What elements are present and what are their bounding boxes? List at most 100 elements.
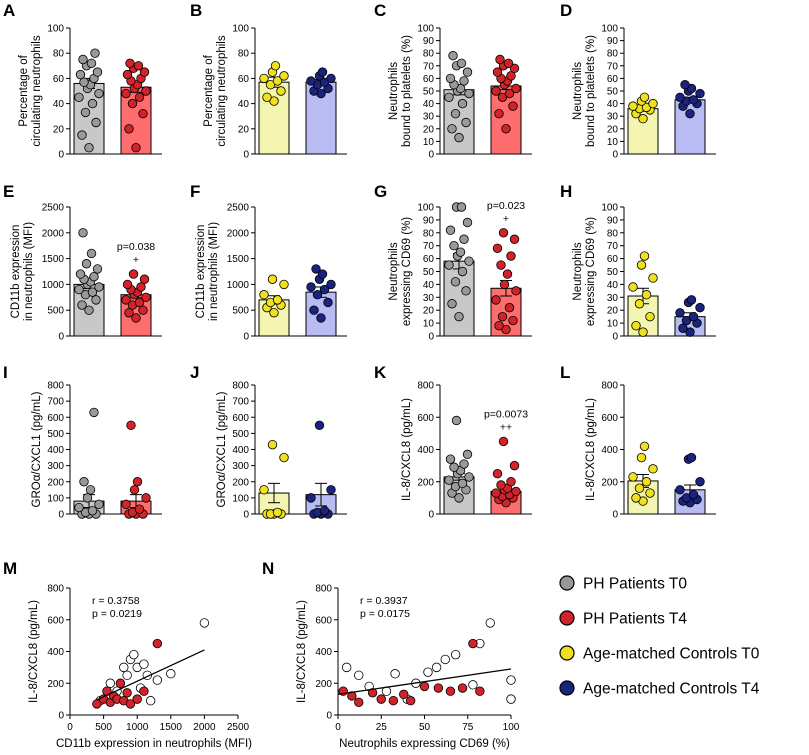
data-point — [79, 477, 89, 487]
y-axis-label: Neutrophils — [388, 62, 400, 120]
data-point — [138, 305, 148, 315]
data-point — [449, 462, 459, 472]
y-tick-label: 600 — [47, 413, 64, 424]
legend-marker — [559, 575, 575, 591]
data-point — [464, 472, 474, 482]
data-point — [405, 696, 416, 706]
legend-marker — [559, 610, 575, 626]
y-tick-label: 30 — [607, 112, 619, 123]
data-point — [319, 506, 330, 516]
y-tick-label: 50 — [607, 87, 619, 98]
data-point — [638, 114, 648, 124]
panel-letter: B — [190, 1, 202, 20]
data-point — [306, 493, 316, 503]
y-tick-label: 1000 — [42, 280, 65, 291]
panel-B: B 0 20 40 60 80 100 Percentage of circulating ne… — [190, 1, 347, 161]
data-point — [449, 240, 459, 251]
data-point — [448, 51, 458, 61]
y-axis-label: IL-8/CXCL8 (pg/mL) — [28, 600, 40, 703]
y-tick-label: 400 — [601, 445, 618, 456]
data-point — [459, 76, 469, 86]
y-tick-label: 300 — [47, 461, 64, 472]
y-tick-label: 100 — [232, 24, 249, 35]
data-point — [314, 420, 325, 431]
y-tick-label: 60 — [238, 74, 250, 85]
data-point — [131, 313, 141, 323]
y-tick-label: 2000 — [227, 228, 250, 239]
data-point — [485, 618, 495, 628]
data-point — [628, 101, 638, 111]
data-point — [145, 696, 156, 706]
y-tick-label: 1500 — [227, 254, 250, 265]
data-point — [128, 269, 139, 279]
data-point — [499, 279, 510, 290]
correlation-stat: p = 0.0175 — [360, 608, 410, 620]
y-tick-label: 600 — [47, 615, 64, 626]
y-tick-label: 2500 — [227, 203, 250, 214]
y-tick-label: 0 — [428, 510, 434, 521]
data-point — [126, 420, 136, 431]
data-point — [445, 225, 456, 235]
y-axis-label: Percentage of — [203, 54, 215, 126]
data-point — [464, 88, 474, 99]
data-point — [498, 436, 509, 447]
y-tick-label: 600 — [232, 413, 249, 424]
data-point — [454, 493, 464, 503]
significance-annotation: ++ — [500, 421, 512, 433]
y-tick-label: 10 — [607, 137, 619, 148]
panel-K: K 0 200 400 600 800 IL-8/CXCL8 (pg/mL) p=0.0073… — [374, 363, 532, 521]
data-point — [90, 48, 100, 58]
y-axis-label: in neutrophils (MFI) — [208, 222, 220, 321]
panel-F: F 0 500 1000 1500 2000 2500 CD11b expression in … — [190, 182, 347, 343]
data-point — [79, 77, 89, 87]
data-point — [445, 73, 456, 84]
data-point — [628, 282, 638, 292]
data-point — [87, 98, 98, 109]
panel-letter: D — [560, 1, 572, 20]
y-axis-label: CD11b expression — [195, 225, 207, 319]
data-point — [279, 279, 289, 290]
panel-letter: E — [3, 182, 14, 201]
y-tick-label: 700 — [47, 397, 64, 408]
data-point — [455, 247, 466, 257]
y-tick-label: 2000 — [42, 228, 65, 239]
y-tick-label: 400 — [47, 647, 64, 658]
data-point — [124, 308, 134, 318]
data-point — [457, 478, 468, 489]
data-point — [454, 132, 464, 143]
data-point — [462, 217, 473, 228]
y-tick-label: 400 — [232, 445, 249, 456]
panel-N: N 0 200 400 600 800 0 25 50 75 100 IL-8/CXCL8 (pg/m… — [262, 559, 520, 750]
data-point — [139, 659, 149, 669]
data-point — [678, 323, 688, 333]
significance-annotation: p=0.023 — [487, 200, 525, 212]
data-point — [492, 67, 503, 77]
data-point — [326, 73, 336, 84]
data-point — [124, 124, 134, 134]
data-point — [688, 311, 699, 322]
data-point — [125, 58, 135, 68]
data-point — [75, 69, 86, 80]
y-tick-label: 1000 — [227, 280, 250, 291]
data-point — [272, 295, 283, 305]
x-tick-label: 50 — [419, 722, 431, 733]
data-point — [645, 311, 655, 322]
x-tick-label: 500 — [95, 722, 112, 733]
y-tick-label: 100 — [417, 24, 434, 35]
y-tick-label: 800 — [47, 381, 64, 392]
x-tick-label: 75 — [462, 722, 474, 733]
data-point — [152, 675, 163, 685]
data-point — [459, 459, 469, 469]
data-point — [450, 649, 461, 660]
data-point — [92, 67, 103, 77]
regression-line — [96, 649, 205, 701]
data-point — [312, 290, 323, 300]
data-point — [685, 327, 695, 337]
data-point — [367, 688, 378, 698]
data-point — [444, 260, 454, 270]
panel-letter: M — [3, 559, 17, 578]
y-tick-label: 50 — [423, 87, 435, 98]
data-point — [498, 228, 509, 238]
panel-letter: A — [3, 1, 15, 20]
